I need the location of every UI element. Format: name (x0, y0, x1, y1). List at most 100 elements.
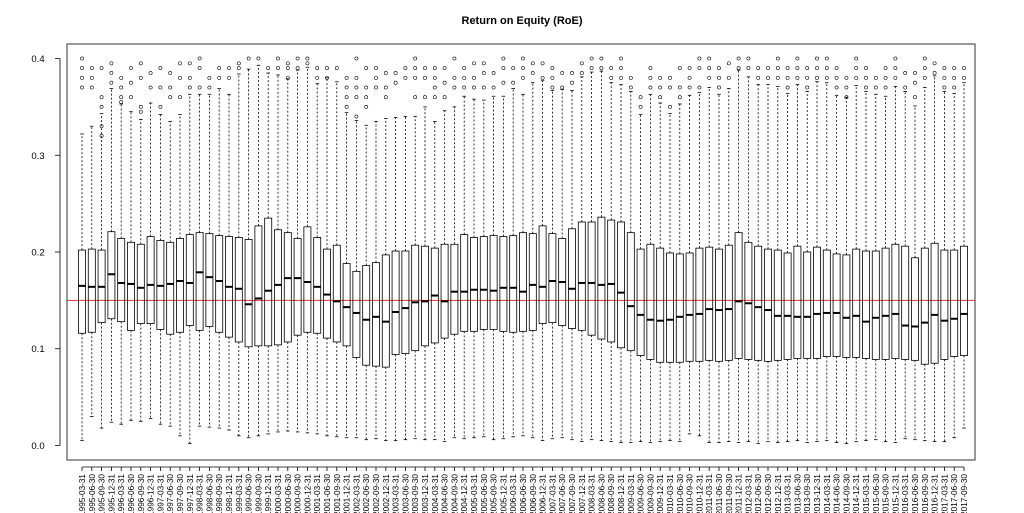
outlier-point (295, 66, 300, 71)
box-iqr (930, 242, 939, 364)
outlier-point (442, 95, 447, 100)
outlier-point (873, 75, 878, 80)
box-2005-06-30 (479, 61, 488, 438)
box-2001-09-30 (332, 66, 341, 438)
outlier-point (472, 85, 476, 90)
outlier-point (266, 66, 271, 71)
x-tick-label: 2002-03-31 (352, 474, 361, 513)
box-iqr (450, 243, 459, 335)
outlier-point (668, 75, 672, 80)
x-tick-label: 2013-06-30 (793, 474, 802, 513)
outlier-point (511, 80, 516, 85)
outlier-point (736, 56, 741, 61)
box-1999-09-30 (254, 56, 263, 437)
x-tick-label: 2001-12-31 (343, 474, 352, 513)
box-iqr (205, 233, 214, 327)
x-tick-label: 2005-03-31 (470, 474, 479, 513)
outlier-point (158, 85, 163, 90)
box-iqr (920, 247, 929, 365)
outlier-point (570, 80, 574, 85)
box-2013-09-30 (803, 66, 812, 443)
outlier-point (168, 85, 173, 90)
box-2016-06-30 (911, 71, 919, 441)
outlier-point (432, 66, 437, 71)
outlier-point (687, 66, 692, 71)
x-tick-label: 2004-03-31 (431, 474, 440, 513)
x-tick-label: 2004-12-31 (460, 474, 469, 513)
box-iqr (666, 252, 674, 363)
x-tick-label: 2016-03-31 (901, 474, 910, 513)
box-1998-12-31 (225, 66, 233, 431)
outlier-point (589, 56, 594, 61)
box-2015-09-30 (881, 66, 890, 443)
outlier-point (501, 56, 506, 61)
box-1995-09-30 (97, 66, 106, 429)
boxes-layer (78, 56, 968, 444)
box-iqr (470, 237, 478, 332)
box-iqr (597, 216, 606, 340)
x-tick-label: 1997-12-31 (186, 474, 195, 513)
box-1996-03-31 (117, 75, 126, 425)
box-2010-09-30 (685, 66, 694, 435)
outlier-point (187, 85, 192, 90)
box-2007-03-31 (548, 66, 557, 440)
box-2011-12-31 (734, 56, 743, 443)
outlier-point (344, 85, 349, 90)
plot-frame (66, 43, 976, 461)
x-tick-label: 1997-06-30 (166, 474, 175, 513)
box-iqr (528, 233, 537, 331)
box-2012-03-31 (744, 56, 753, 443)
box-2010-06-30 (675, 66, 684, 443)
outlier-point (521, 75, 525, 80)
box-iqr (960, 245, 968, 356)
outlier-point (746, 56, 751, 61)
box-iqr (499, 236, 508, 332)
outlier-point (364, 95, 369, 100)
x-tick-label: 1995-12-31 (107, 474, 116, 513)
box-iqr (940, 249, 949, 360)
outlier-point (873, 85, 878, 90)
outlier-point (707, 56, 712, 61)
box-iqr (372, 262, 380, 367)
box-iqr (195, 232, 204, 331)
box-2004-03-31 (430, 66, 439, 441)
outlier-point (364, 66, 369, 71)
outlier-point (932, 71, 937, 75)
outlier-point (824, 75, 829, 80)
outlier-point (726, 75, 731, 80)
outlier-point (864, 85, 868, 90)
outlier-point (844, 75, 849, 80)
box-2006-09-30 (528, 61, 537, 439)
outlier-point (658, 85, 663, 90)
box-iqr (283, 232, 292, 343)
outlier-point (325, 75, 329, 80)
box-1997-06-30 (166, 71, 175, 427)
outlier-point (354, 114, 359, 119)
x-tick-label: 2017-06-30 (950, 474, 959, 513)
outlier-point (913, 80, 917, 85)
y-tick-label: 0.1 (31, 344, 44, 355)
outlier-point (423, 75, 427, 80)
box-2009-06-30 (636, 95, 645, 443)
outlier-point (952, 66, 957, 71)
outlier-point (462, 85, 467, 90)
box-iqr (577, 221, 586, 331)
outlier-point (560, 85, 565, 90)
box-iqr (607, 219, 616, 343)
outlier-point (942, 66, 947, 71)
x-tick-label: 2016-06-30 (911, 474, 920, 513)
x-tick-label: 1998-06-30 (205, 474, 214, 513)
outlier-point (677, 85, 682, 90)
x-tick-label: 2011-06-30 (715, 474, 724, 513)
outlier-point (619, 66, 623, 71)
outlier-point (570, 71, 574, 75)
outlier-point (344, 95, 349, 100)
x-tick-label: 2009-12-31 (656, 474, 665, 513)
outlier-point (197, 56, 202, 61)
outlier-point (256, 56, 261, 61)
box-iqr (293, 238, 302, 336)
box-iqr (646, 243, 655, 360)
outlier-point (775, 56, 780, 61)
box-2017-09-30 (960, 66, 968, 429)
box-2014-06-30 (832, 66, 841, 443)
